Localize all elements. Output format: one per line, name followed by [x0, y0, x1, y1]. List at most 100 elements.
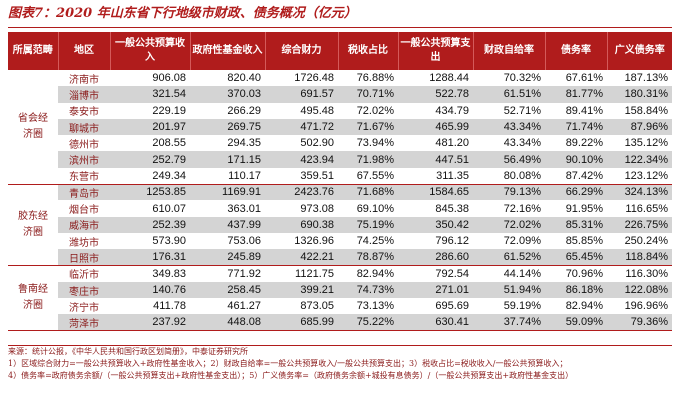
value-cell: 906.08: [152, 72, 186, 85]
value-cell: 271.01: [398, 281, 473, 299]
value-cell: 495.48: [300, 104, 334, 117]
value-cell: 78.87%: [338, 249, 398, 267]
value-cell: 79.36%: [607, 314, 672, 332]
value-cell: 59.09%: [545, 314, 607, 332]
value-cell: 80.08%: [473, 167, 545, 185]
value-cell: 685.99: [265, 314, 338, 332]
value-cell: 350.42: [398, 216, 473, 233]
city-cell: 济宁市: [69, 302, 99, 314]
value-cell: 461.27: [227, 300, 261, 313]
value-cell: 158.84%: [624, 104, 668, 117]
value-cell: 85.31%: [545, 216, 607, 233]
city-cell: 德州市: [69, 139, 99, 151]
value-cell: 74.73%: [338, 281, 398, 299]
fiscal-debt-table: 所属范畴 地区 一般公共预算收入 政府性基金收入 综合财力 税收占比 一般公共预算支出 财政自…: [8, 32, 672, 332]
value-cell: 116.65%: [625, 202, 668, 215]
value-cell: 73.94%: [356, 137, 394, 150]
column-header: 广义债务率: [607, 32, 672, 70]
column-header: 一般公共预算支出: [398, 32, 474, 70]
notes-divider: [8, 345, 672, 346]
value-cell: 70.32%: [503, 72, 541, 85]
value-cell: 294.35: [227, 137, 261, 150]
value-cell: 196.96%: [624, 300, 668, 313]
value-cell: 91.95%: [565, 202, 603, 215]
footnote-1: 1）区域综合财力=一般公共预算收入+政府性基金收入；2）财政自给率=一般公共预算…: [8, 359, 568, 368]
value-cell: 324.13%: [607, 184, 672, 201]
value-cell: 873.05: [300, 300, 334, 313]
city-cell: 潍坊市: [69, 237, 99, 249]
table-row: 胶东经济圈 青岛市 1253.85 1169.91 2423.76 71.68% 1584.…: [8, 184, 672, 267]
table-row: 烟台市 610.07 363.01 973.08 69.10% 845.38 72.16% 9…: [8, 200, 672, 217]
value-cell: 89.41%: [565, 104, 603, 117]
region-cell: 鲁南经济圈: [8, 265, 58, 332]
value-cell: 245.89: [190, 249, 265, 267]
table-row: 威海市 252.39 437.99 690.38 75.19% 350.42 72.02% 8…: [8, 216, 672, 233]
table-row: 潍坊市 573.90 753.06 1326.96 74.25% 796.12 72.09%…: [8, 233, 672, 249]
value-cell: 75.22%: [338, 314, 398, 332]
value-cell: 208.55: [152, 137, 186, 150]
value-cell: 1288.44: [429, 72, 469, 85]
value-cell: 1326.96: [294, 235, 334, 248]
value-cell: 51.94%: [473, 281, 545, 299]
value-cell: 448.08: [190, 314, 265, 332]
column-header: 财政自给率: [473, 32, 546, 70]
value-cell: 573.90: [152, 235, 186, 248]
value-cell: 67.55%: [338, 167, 398, 185]
table-row: 鲁南经济圈 临沂市 349.83 771.92 1121.75 82.94% 792.54 4…: [8, 265, 672, 332]
value-cell: 72.02%: [473, 216, 545, 233]
value-cell: 370.03: [190, 86, 265, 103]
column-header: 税收占比: [338, 32, 399, 70]
value-cell: 201.97: [110, 118, 190, 136]
value-cell: 56.49%: [473, 151, 545, 168]
value-cell: 110.17: [190, 167, 265, 185]
table-row: 聊城市 201.97 269.75 471.72 71.67% 465.99 43.34% 7…: [8, 118, 672, 136]
value-cell: 176.31: [110, 249, 190, 267]
city-cell: 青岛市: [58, 184, 110, 201]
table-row: 泰安市 229.19 266.29 495.48 72.02% 434.79 52.71% 8…: [8, 103, 672, 119]
value-cell: 422.21: [265, 249, 338, 267]
value-cell: 72.16%: [503, 202, 541, 215]
table-row: 滨州市 252.79 171.15 423.94 71.98% 447.51 56.49% 9…: [8, 151, 672, 168]
title-divider: [8, 27, 672, 28]
value-cell: 465.99: [398, 118, 473, 136]
value-cell: 87.42%: [545, 167, 607, 185]
value-cell: 76.88%: [356, 72, 394, 85]
value-cell: 691.57: [265, 86, 338, 103]
value-cell: 61.52%: [473, 249, 545, 267]
value-cell: 796.12: [435, 235, 469, 248]
value-cell: 85.85%: [565, 235, 603, 248]
table-row: 日照市 176.31 245.89 422.21 78.87% 286.60 61.52% 6…: [8, 249, 672, 267]
value-cell: 311.35: [398, 167, 473, 185]
value-cell: 610.07: [152, 202, 186, 215]
value-cell: 973.08: [300, 202, 334, 215]
value-cell: 74.25%: [356, 235, 394, 248]
value-cell: 2423.76: [265, 184, 338, 201]
value-cell: 845.38: [435, 202, 469, 215]
value-cell: 71.67%: [338, 118, 398, 136]
value-cell: 423.94: [265, 151, 338, 168]
value-cell: 695.69: [435, 300, 469, 313]
value-cell: 349.83: [152, 267, 186, 280]
column-header: 所属范畴: [8, 32, 59, 70]
region-cell: 省会经济圈: [8, 70, 58, 185]
value-cell: 79.13%: [473, 184, 545, 201]
city-cell: 日照市: [58, 249, 110, 267]
city-cell: 泰安市: [69, 107, 99, 119]
source-note: 来源：统计公报，《中华人民共和国行政区划简册》，中泰证券研究所: [8, 347, 248, 356]
value-cell: 123.12%: [607, 167, 672, 185]
value-cell: 71.74%: [545, 118, 607, 136]
value-cell: 1253.85: [110, 184, 190, 201]
value-cell: 86.18%: [545, 281, 607, 299]
value-cell: 1726.48: [294, 72, 334, 85]
city-cell: 滨州市: [58, 151, 110, 168]
value-cell: 90.10%: [545, 151, 607, 168]
value-cell: 250.24%: [624, 235, 668, 248]
table-notes: 来源：统计公报，《中华人民共和国行政区划简册》，中泰证券研究所 1）区域综合财力…: [8, 346, 672, 382]
value-cell: 43.34%: [473, 118, 545, 136]
value-cell: 437.99: [190, 216, 265, 233]
city-cell: 聊城市: [58, 118, 110, 136]
value-cell: 229.19: [152, 104, 186, 117]
value-cell: 690.38: [265, 216, 338, 233]
value-cell: 140.76: [110, 281, 190, 299]
city-cell: 淄博市: [58, 86, 110, 103]
